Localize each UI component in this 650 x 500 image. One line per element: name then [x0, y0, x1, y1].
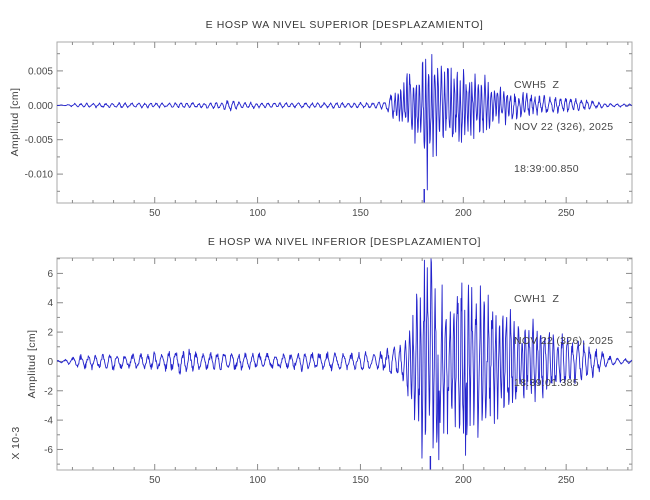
plot1-station-channel: CWH5 Z: [514, 79, 560, 91]
x-tick-label: 100: [249, 208, 266, 219]
x-tick-label: 200: [455, 475, 472, 486]
y-tick-label: -4: [44, 416, 53, 427]
x-tick-label: 150: [352, 208, 369, 219]
x-tick-label: 200: [455, 208, 472, 219]
plot1-date: NOV 22 (326), 2025: [514, 121, 614, 133]
x-tick-label: 50: [149, 475, 161, 486]
y-tick-label: 0.005: [28, 66, 53, 77]
y-tick-label: -0.010: [25, 170, 54, 181]
plot2-exponent-label: X 10-3: [10, 426, 22, 460]
x-tick-label: 100: [249, 475, 266, 486]
plot1-time: 18:39:00.850: [514, 163, 579, 175]
plot2-date: NOV 22 (326), 2025: [514, 335, 614, 347]
plot2-annotation: CWH1 Z NOV 22 (326), 2025 18:39:01.385: [514, 264, 613, 418]
y-tick-label: 6: [47, 269, 53, 280]
x-tick-label: 250: [558, 475, 575, 486]
plot2-y-axis-label: Amplitud [cm]: [26, 329, 38, 399]
plot1-annotation: CWH5 Z NOV 22 (326), 2025 18:39:00.850: [514, 50, 613, 204]
y-tick-label: -6: [44, 445, 53, 456]
x-tick-label: 150: [352, 475, 369, 486]
x-tick-label: 250: [558, 208, 575, 219]
y-tick-label: -0.005: [25, 135, 54, 146]
plot1-title: E HOSP WA NIVEL SUPERIOR [DESPLAZAMIENTO…: [205, 19, 484, 31]
x-tick-label: 50: [149, 208, 161, 219]
waveform-trace: [56, 54, 632, 191]
y-tick-label: 4: [47, 298, 53, 309]
plot1-y-axis-label: Amplitud [cm]: [9, 87, 21, 157]
y-tick-label: -2: [44, 386, 53, 397]
waveform-trace: [56, 258, 633, 461]
plot-frame: [56, 257, 633, 471]
y-tick-label: 0: [47, 357, 53, 368]
plot2-station-channel: CWH1 Z: [514, 293, 560, 305]
y-tick-label: 0.000: [28, 101, 53, 112]
plot2-title: E HOSP WA NIVEL INFERIOR [DESPLAZAMIENTO…: [207, 236, 482, 248]
plot2-time: 18:39:01.385: [514, 377, 579, 389]
y-tick-label: 2: [47, 328, 53, 339]
